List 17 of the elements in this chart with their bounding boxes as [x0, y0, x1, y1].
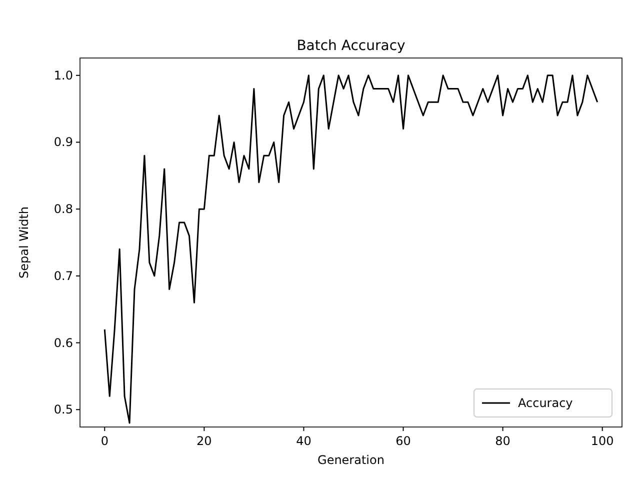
y-axis-title: Sepal Width [17, 206, 31, 278]
legend-label: Accuracy [518, 396, 573, 410]
x-tick-label: 20 [196, 434, 212, 448]
y-tick-label: 0.5 [54, 402, 73, 417]
chart-title: Batch Accuracy [296, 38, 406, 54]
line-series [104, 74, 598, 424]
x-tick-label: 40 [296, 434, 312, 448]
y-tick-label: 0.8 [54, 202, 73, 216]
x-tick-label: 0 [100, 434, 108, 448]
x-tick-label: 60 [396, 434, 411, 448]
x-tick-label: 100 [590, 434, 614, 448]
y-tick-label: 0.7 [54, 268, 73, 283]
y-tick-label: 0.9 [54, 135, 73, 150]
x-tick-label: 80 [495, 434, 510, 448]
y-tick-label: 1.0 [54, 68, 73, 82]
x-axis-title: Generation [318, 453, 384, 467]
y-tick-label: 0.6 [54, 336, 73, 350]
